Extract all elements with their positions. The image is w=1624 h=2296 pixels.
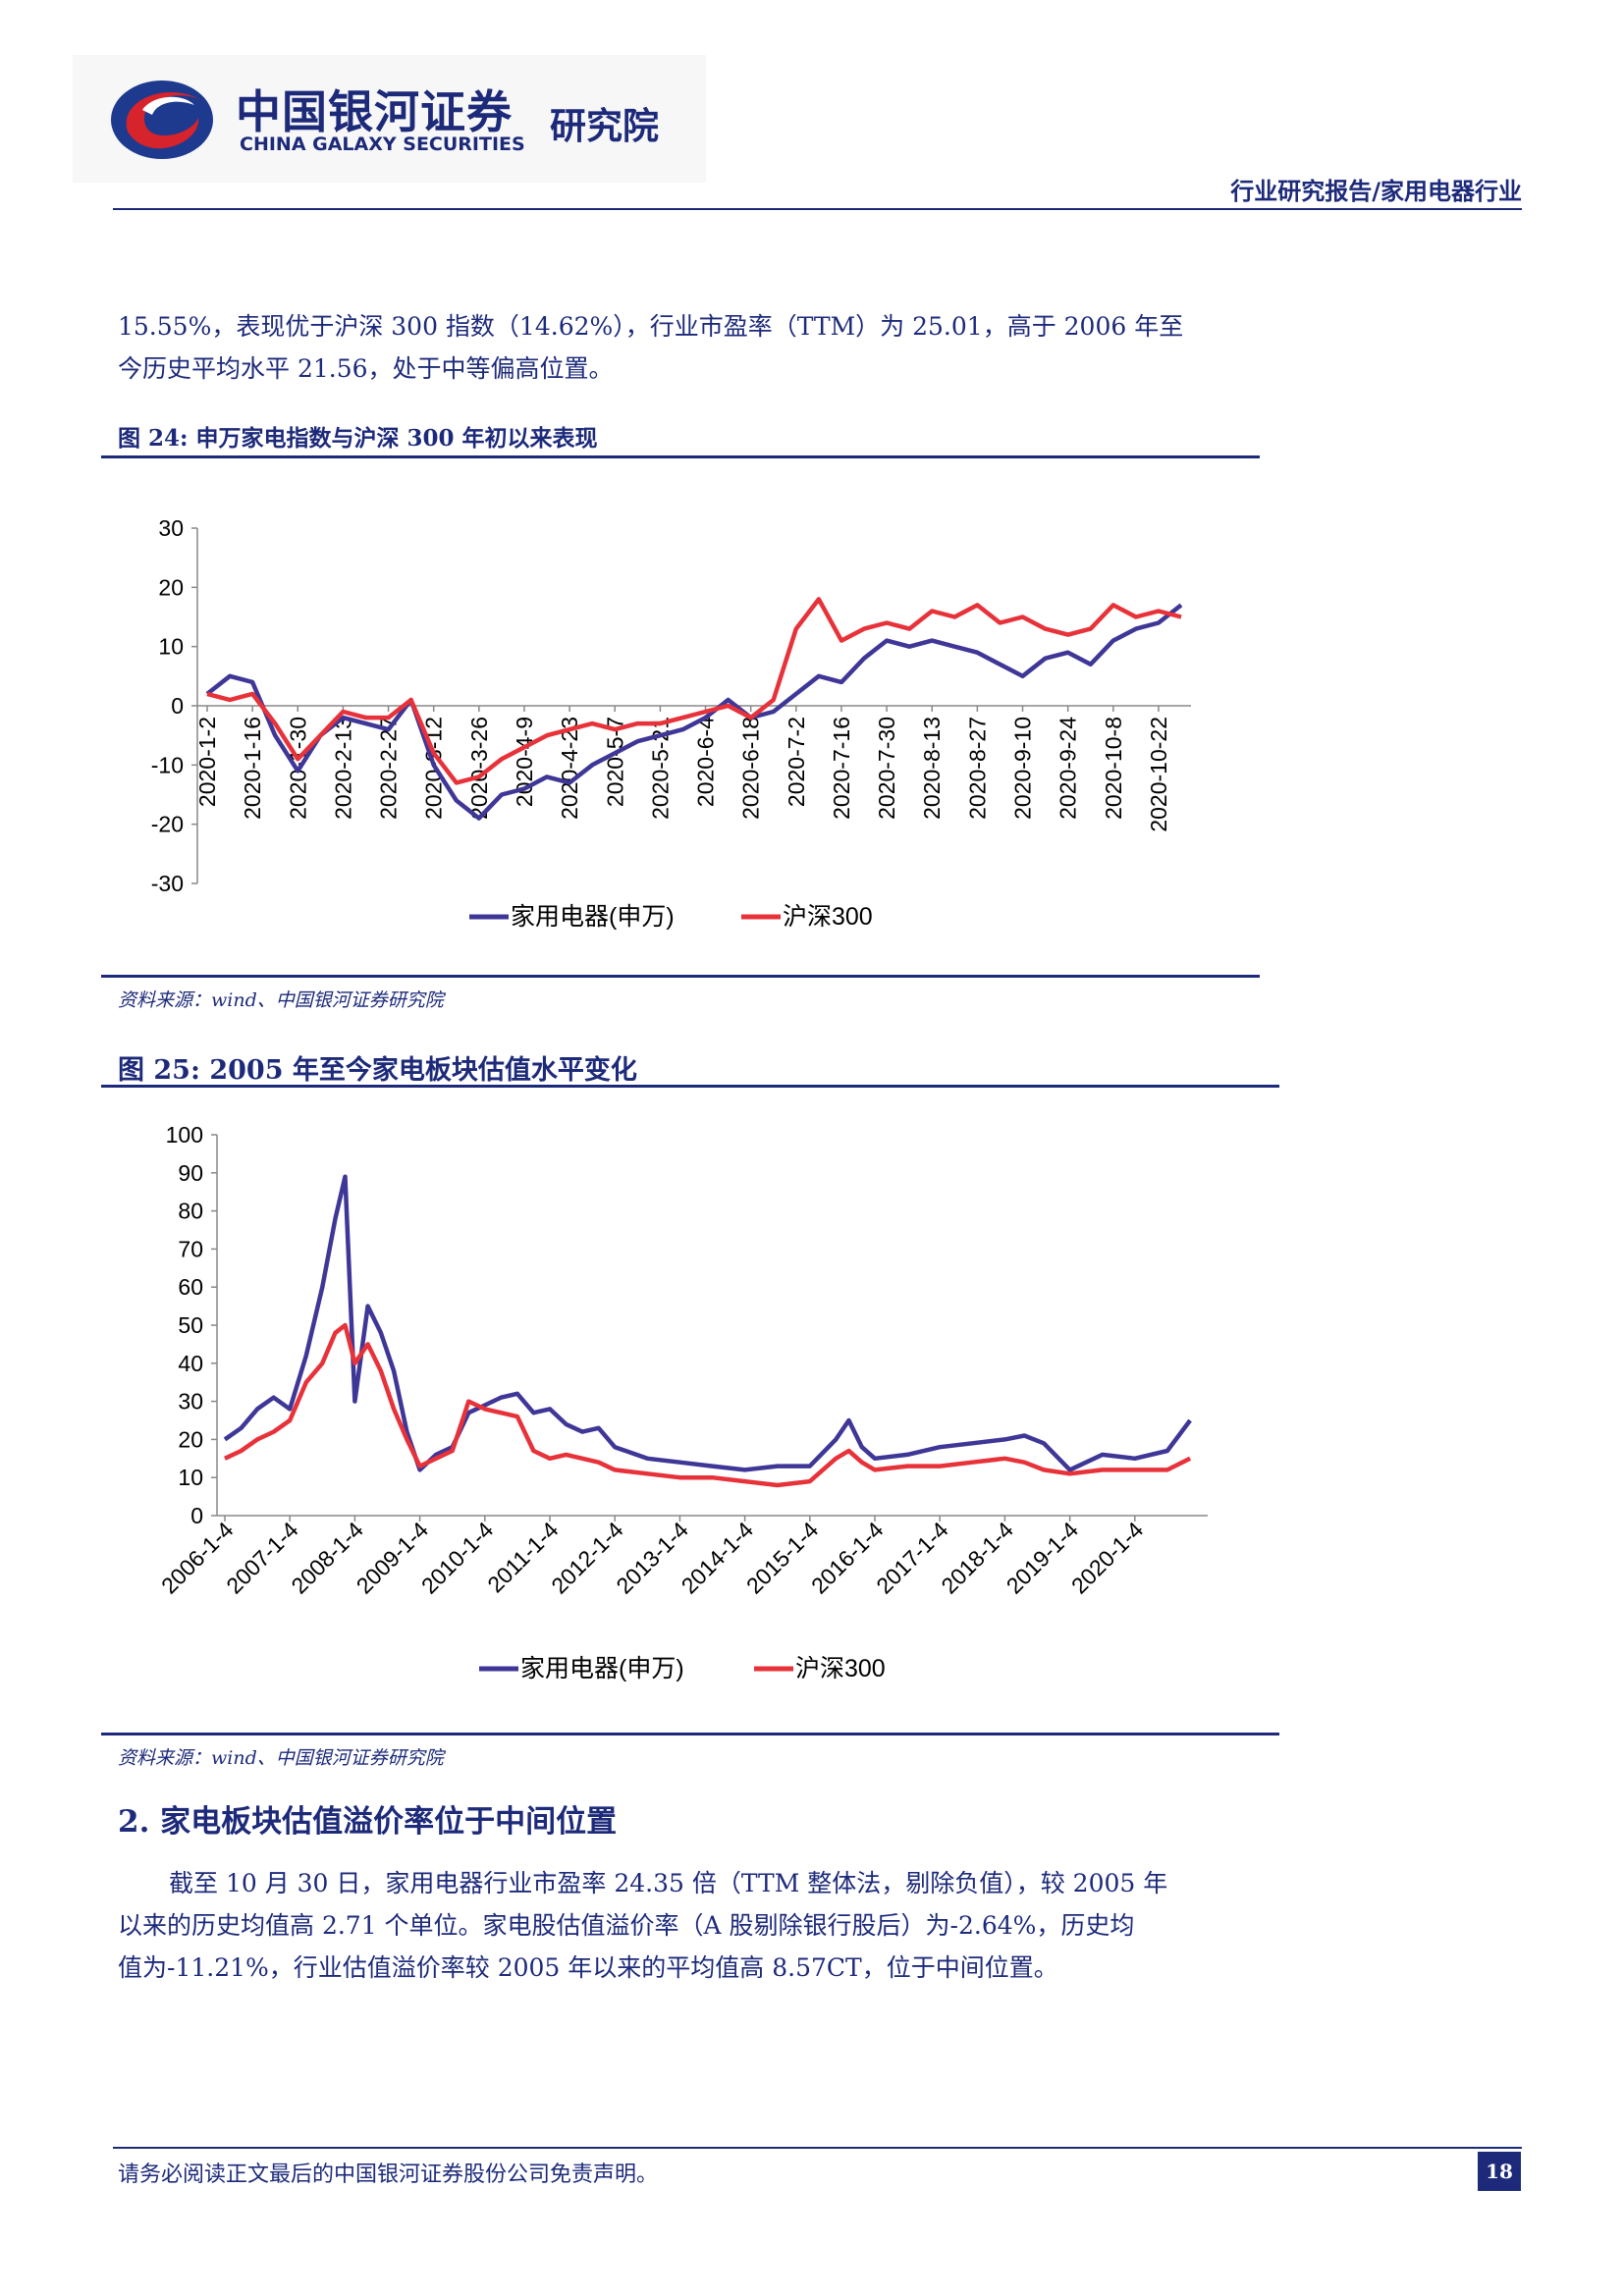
series-line-1 — [223, 1174, 1192, 1472]
legend-label-1: 家用电器(申万) — [520, 1655, 684, 1682]
series-line-2 — [206, 597, 1182, 785]
figure-24-chart: 30 20 10 0 -10 -20 -30 2020-1-2 2020-1-16 2020-1… — [151, 515, 1191, 931]
x-tick-label: 2020-7-16 — [829, 717, 854, 820]
x-tick-label: 2020-6-4 — [693, 717, 719, 807]
y-tick-label: -20 — [151, 812, 184, 837]
y-tick-label: 30 — [158, 515, 184, 541]
x-tick-label: 2020-1-2 — [194, 717, 220, 807]
intro-line-2: 今历史平均水平 21.56，处于中等偏高位置。 — [118, 354, 614, 383]
figure-24-title: 图 24: 申万家电指数与沪深 300 年初以来表现 — [118, 425, 598, 452]
logo-institute: 研究院 — [550, 105, 659, 147]
x-tick-label: 2020-8-13 — [919, 717, 945, 820]
legend-label-2: 沪深300 — [795, 1655, 886, 1682]
y-tick-label: 70 — [178, 1236, 203, 1261]
y-tick-label: 10 — [158, 634, 184, 660]
header-divider — [113, 208, 1522, 210]
figure-24-top-rule — [101, 455, 1260, 458]
x-tick-label: 2010-1-4 — [416, 1517, 499, 1599]
y-tick-label: 20 — [178, 1426, 203, 1452]
y-tick-label: 80 — [178, 1199, 203, 1224]
y-tick-label: 10 — [178, 1465, 203, 1490]
y-tick-label: -30 — [151, 871, 184, 896]
section-line-1: 截至 10 月 30 日，家用电器行业市盈率 24.35 倍（TTM 整体法，剔… — [169, 1869, 1168, 1897]
y-tick-label: -10 — [151, 752, 184, 777]
y-tick-label: 0 — [171, 693, 184, 719]
footer-divider — [113, 2147, 1522, 2149]
y-tick-label: 30 — [178, 1389, 203, 1415]
x-tick-label: 2020-10-22 — [1146, 717, 1171, 832]
x-tick-label: 2020-9-10 — [1010, 717, 1036, 820]
figure-25-bottom-rule — [101, 1733, 1279, 1735]
legend-label-2: 沪深300 — [783, 903, 873, 931]
x-tick-label: 2020-4-9 — [512, 717, 537, 807]
page-number: 18 — [1478, 2152, 1521, 2191]
figure-24-bottom-rule — [101, 975, 1260, 978]
y-tick-label: 50 — [178, 1312, 203, 1338]
figure-25-title: 图 25: 2005 年至今家电板块估值水平变化 — [118, 1055, 637, 1086]
y-tick-label: 90 — [178, 1160, 203, 1186]
legend-label-1: 家用电器(申万) — [511, 903, 675, 931]
series-line-1 — [205, 603, 1183, 821]
report-type-label: 行业研究报告/家用电器行业 — [1230, 178, 1522, 205]
x-tick-label: 2020-8-27 — [964, 717, 990, 820]
logo-chinese-name: 中国银河证券 — [236, 85, 513, 138]
x-tick-label: 2020-6-18 — [738, 717, 764, 820]
section-heading: 2. 家电板块估值溢价率位于中间位置 — [118, 1804, 618, 1840]
disclaimer-note: 请务必阅读正文最后的中国银河证券股份公司免责声明。 — [118, 2163, 659, 2187]
x-tick-label: 2020-7-30 — [874, 717, 899, 820]
x-tick-label: 2020-10-8 — [1101, 717, 1126, 820]
x-tick-label: 2020-2-13 — [330, 717, 355, 820]
x-tick-label: 2020-2-27 — [376, 717, 402, 820]
y-tick-label: 100 — [166, 1122, 203, 1148]
logo-english-name: CHINA GALAXY SECURITIES — [240, 133, 525, 155]
intro-line-1: 15.55%，表现优于沪深 300 指数（14.62%），行业市盈率（TTM）为… — [118, 312, 1184, 341]
x-tick-label: 2020-1-4 — [1066, 1517, 1149, 1599]
x-tick-label: 2020-7-2 — [784, 717, 809, 807]
figure-25-source: 资料来源：wind、中国银河证券研究院 — [118, 1747, 444, 1769]
y-tick-label: 20 — [158, 574, 184, 600]
y-tick-label: 60 — [178, 1274, 203, 1300]
series-line-2 — [224, 1322, 1192, 1488]
y-tick-label: 40 — [178, 1351, 203, 1376]
galaxy-logo-icon — [111, 80, 213, 159]
figure-25-top-rule — [101, 1085, 1279, 1088]
y-tick-label: 0 — [190, 1503, 203, 1528]
x-tick-label: 2020-1-16 — [240, 717, 265, 820]
section-line-2: 以来的历史均值高 2.71 个单位。家电股估值溢价率（A 股剔除银行股后）为-2… — [118, 1911, 1135, 1940]
figure-24-source: 资料来源：wind、中国银河证券研究院 — [118, 989, 444, 1011]
section-line-3: 值为-11.21%，行业估值溢价率较 2005 年以来的平均值高 8.57CT，… — [118, 1953, 1058, 1982]
x-tick-label: 2020-9-24 — [1056, 717, 1081, 820]
